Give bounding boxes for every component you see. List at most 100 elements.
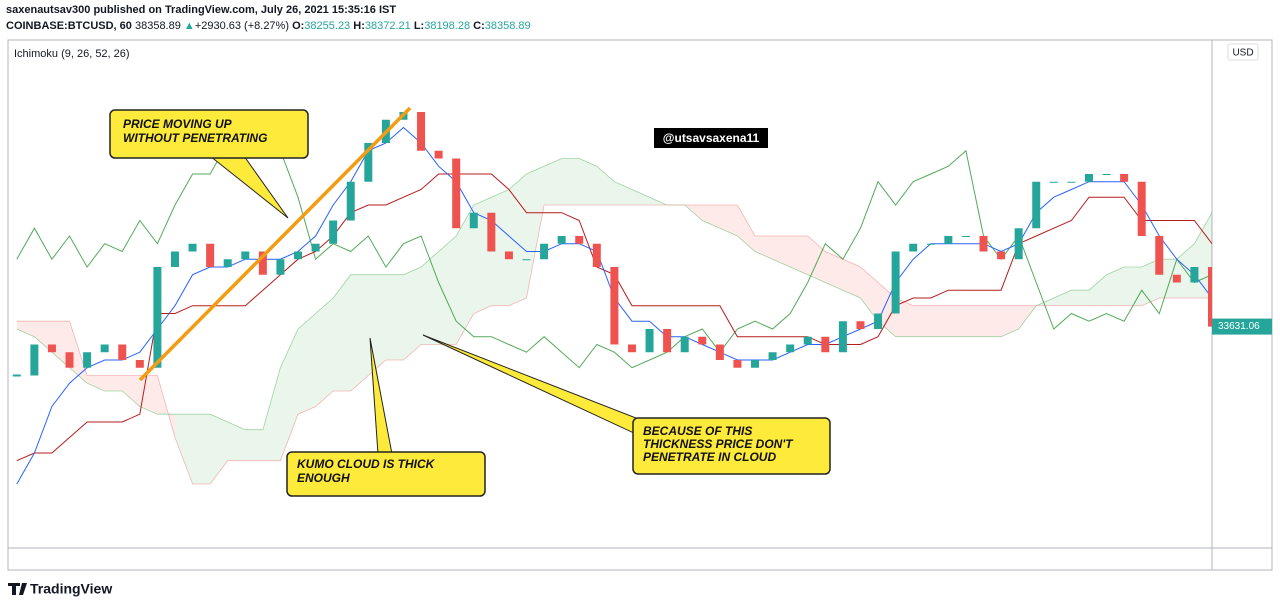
candle: [452, 158, 461, 229]
plot: [12, 111, 1212, 485]
cloud-segment: [227, 421, 246, 461]
ohlc-val: 38358.89: [484, 20, 531, 32]
cloud-segment: [456, 204, 474, 345]
watermark-box: [654, 128, 768, 148]
annotation-text: THICKNESS PRICE DON'T: [643, 437, 794, 451]
cloud-segment: [1053, 290, 1072, 306]
candle: [100, 344, 109, 353]
cloud-segment: [280, 328, 299, 461]
callout-pointer: [208, 155, 289, 219]
axes: 33631.06: [1212, 318, 1272, 335]
candle: [12, 374, 21, 377]
candle: [1102, 173, 1111, 175]
ohlc-val: 38372.21: [364, 20, 411, 32]
cloud-segment: [210, 414, 228, 484]
cloud-segment: [262, 367, 281, 461]
cloud-segment: [878, 282, 896, 337]
cloud-segment: [772, 235, 791, 267]
cloud-segment: [491, 189, 509, 306]
cloud-segment: [596, 166, 615, 205]
publisher: saxenautsav300 published on TradingView.…: [6, 4, 397, 16]
candle: [1084, 173, 1093, 182]
candle: [733, 359, 742, 368]
candle: [223, 259, 232, 267]
annotation-text: KUMO CLOUD IS THICK: [297, 457, 436, 471]
candle: [83, 352, 92, 368]
cloud-segment: [790, 235, 808, 275]
candle: [1155, 235, 1164, 275]
cloud-segment: [333, 274, 351, 391]
logo: [8, 583, 27, 595]
lagging-line: [16, 118, 1212, 369]
candle: [751, 359, 760, 368]
candle: [803, 336, 812, 345]
annotation-text: ENOUGH: [297, 471, 350, 485]
candle: [540, 243, 549, 260]
cloud-segment: [860, 266, 879, 322]
candle: [680, 336, 689, 353]
candle: [557, 235, 566, 244]
candle: [258, 251, 267, 275]
candle: [715, 344, 724, 360]
cloud-segment: [1106, 266, 1125, 306]
annotation-text: PRICE MOVING UP: [123, 117, 233, 131]
cloud-segment: [438, 235, 457, 345]
cloud-segment: [298, 313, 316, 415]
ohlc-val: 38255.23: [304, 20, 351, 32]
candle: [1014, 228, 1023, 260]
candle: [926, 243, 935, 245]
candle: [874, 313, 883, 329]
ohlc-key: H:: [353, 20, 365, 32]
span_a-line: [16, 158, 1212, 431]
cloud-segment: [631, 189, 650, 205]
currency-box: [1227, 43, 1259, 61]
cloud-segment: [350, 274, 369, 391]
span_b-line: [16, 204, 1212, 485]
cloud-segment: [1141, 259, 1160, 306]
candle: [1032, 181, 1041, 229]
candle: [909, 243, 918, 252]
cloud-segment: [719, 204, 738, 236]
candle: [979, 235, 988, 252]
candle: [276, 259, 285, 275]
cloud-segment: [737, 204, 756, 252]
cloud-segment: [473, 197, 492, 314]
cloud-segment: [87, 375, 105, 391]
cloud-segment: [1071, 290, 1089, 306]
cloud-segment: [34, 321, 52, 353]
candle: [575, 235, 584, 244]
candle: [891, 251, 900, 314]
candle: [786, 344, 795, 353]
cloud-segment: [1159, 259, 1177, 298]
candle: [592, 243, 601, 267]
candle: [627, 344, 636, 353]
cloud-segment: [69, 321, 88, 384]
currency: USD: [1232, 48, 1253, 59]
candle: [487, 212, 496, 252]
candle: [346, 181, 355, 221]
ohlc-val: 38198.28: [424, 20, 471, 32]
cloud-segment: [385, 274, 404, 360]
candle: [30, 344, 39, 376]
cloud-segment: [965, 305, 984, 337]
candle: [206, 243, 215, 267]
candle: [821, 336, 830, 353]
candle: [522, 259, 531, 261]
cloud-segment: [544, 158, 562, 205]
cloud-segment: [825, 251, 843, 291]
candle: [153, 266, 162, 368]
callout-box: [109, 109, 309, 159]
last-price-label: 33631.06: [1218, 321, 1260, 332]
cloud-segment: [1088, 274, 1107, 306]
last-price-box: [1212, 318, 1272, 335]
candle: [856, 321, 865, 329]
cloud-segment: [403, 266, 422, 360]
ohlc-key: C:: [473, 20, 485, 32]
candle: [1190, 266, 1199, 283]
cloud-segment: [1124, 266, 1142, 306]
cloud-segment: [948, 305, 966, 337]
cloud-segment: [842, 259, 861, 298]
cloud-segment: [561, 158, 580, 205]
header: saxenautsav300 published on TradingView.…: [6, 2, 531, 34]
